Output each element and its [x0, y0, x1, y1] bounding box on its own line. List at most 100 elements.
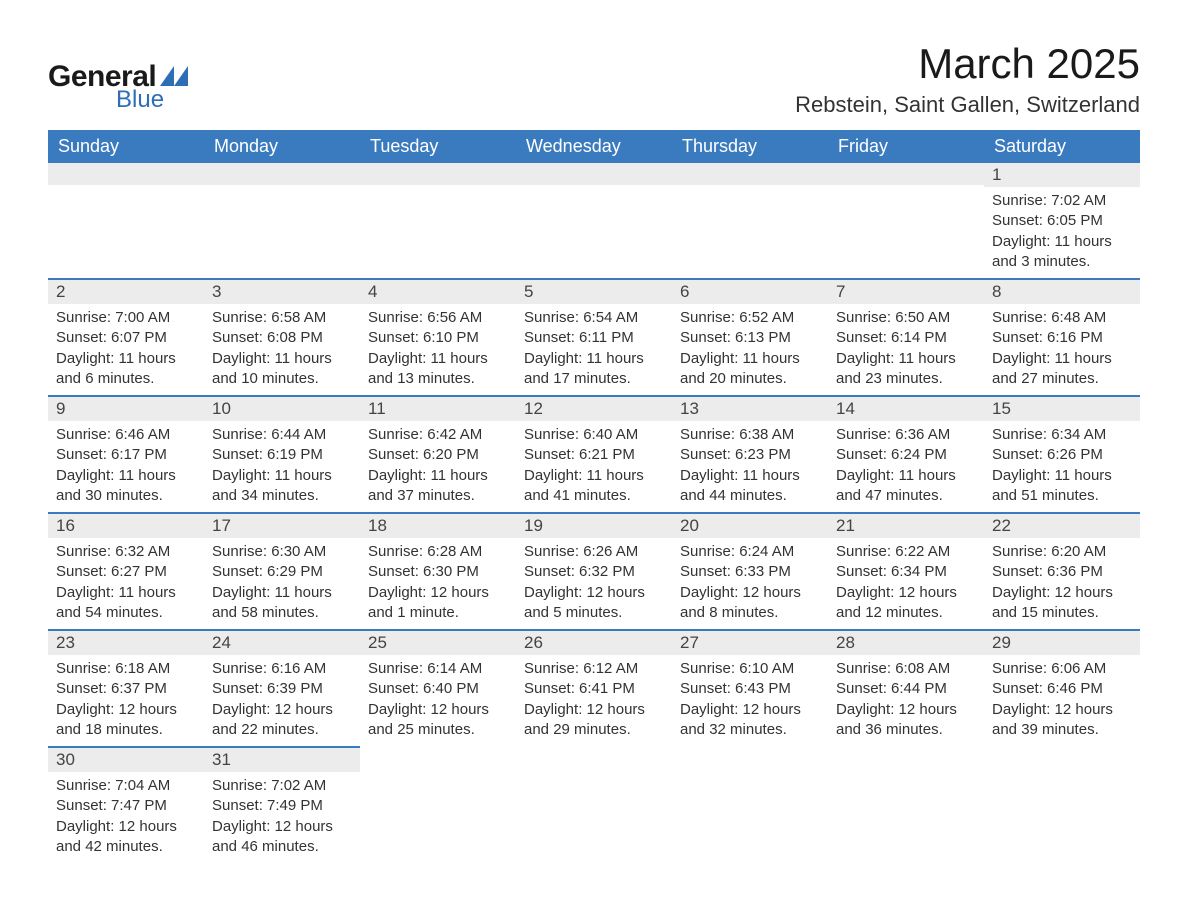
day-detail-line: Sunrise: 7:00 AM [56, 308, 196, 328]
day-number-bar: 22 [984, 512, 1140, 538]
day-detail-line: Sunset: 6:43 PM [680, 679, 820, 699]
calendar-cell [828, 746, 984, 863]
day-detail-line: Daylight: 11 hours [368, 349, 508, 369]
day-number: 30 [56, 750, 75, 769]
day-number-bar: 17 [204, 512, 360, 538]
day-number: 6 [680, 282, 689, 301]
day-number: 14 [836, 399, 855, 418]
day-detail-line: Sunrise: 6:06 AM [992, 659, 1132, 679]
calendar-cell: 23Sunrise: 6:18 AMSunset: 6:37 PMDayligh… [48, 629, 204, 746]
day-detail-line: Sunrise: 6:38 AM [680, 425, 820, 445]
day-number: 20 [680, 516, 699, 535]
day-number-bar: 12 [516, 395, 672, 421]
weekday-header: Saturday [984, 130, 1140, 163]
day-details: Sunrise: 6:16 AMSunset: 6:39 PMDaylight:… [204, 655, 360, 746]
day-number: 25 [368, 633, 387, 652]
day-detail-line: Sunrise: 6:28 AM [368, 542, 508, 562]
calendar-cell: 15Sunrise: 6:34 AMSunset: 6:26 PMDayligh… [984, 395, 1140, 512]
day-detail-line: Daylight: 11 hours [680, 466, 820, 486]
day-detail-line: Daylight: 11 hours [992, 466, 1132, 486]
calendar-cell: 13Sunrise: 6:38 AMSunset: 6:23 PMDayligh… [672, 395, 828, 512]
day-number-bar: 8 [984, 278, 1140, 304]
calendar-week-row: 30Sunrise: 7:04 AMSunset: 7:47 PMDayligh… [48, 746, 1140, 863]
calendar-cell [984, 746, 1140, 863]
day-number: 16 [56, 516, 75, 535]
weekday-header: Tuesday [360, 130, 516, 163]
title-block: March 2025 Rebstein, Saint Gallen, Switz… [795, 40, 1140, 118]
calendar-cell: 18Sunrise: 6:28 AMSunset: 6:30 PMDayligh… [360, 512, 516, 629]
day-detail-line: Sunset: 6:41 PM [524, 679, 664, 699]
day-detail-line: and 18 minutes. [56, 720, 196, 740]
day-detail-line: Sunrise: 6:36 AM [836, 425, 976, 445]
day-detail-line: Daylight: 11 hours [680, 349, 820, 369]
day-detail-line: Sunset: 6:07 PM [56, 328, 196, 348]
day-number-bar: 20 [672, 512, 828, 538]
day-detail-line: Daylight: 12 hours [56, 817, 196, 837]
day-detail-line: Sunset: 6:16 PM [992, 328, 1132, 348]
day-number: 22 [992, 516, 1011, 535]
day-details: Sunrise: 7:02 AMSunset: 7:49 PMDaylight:… [204, 772, 360, 863]
empty-details [204, 185, 360, 276]
day-detail-line: Sunrise: 6:56 AM [368, 308, 508, 328]
day-number: 19 [524, 516, 543, 535]
day-detail-line: Sunrise: 6:22 AM [836, 542, 976, 562]
day-detail-line: Daylight: 12 hours [212, 700, 352, 720]
day-details: Sunrise: 6:10 AMSunset: 6:43 PMDaylight:… [672, 655, 828, 746]
day-detail-line: and 54 minutes. [56, 603, 196, 623]
calendar-cell: 5Sunrise: 6:54 AMSunset: 6:11 PMDaylight… [516, 278, 672, 395]
day-detail-line: Daylight: 12 hours [836, 700, 976, 720]
day-details: Sunrise: 6:40 AMSunset: 6:21 PMDaylight:… [516, 421, 672, 512]
day-detail-line: Sunset: 6:05 PM [992, 211, 1132, 231]
day-detail-line: Daylight: 12 hours [524, 700, 664, 720]
day-detail-line: Daylight: 12 hours [992, 583, 1132, 603]
day-detail-line: and 3 minutes. [992, 252, 1132, 272]
day-detail-line: Daylight: 11 hours [992, 349, 1132, 369]
day-details: Sunrise: 6:46 AMSunset: 6:17 PMDaylight:… [48, 421, 204, 512]
day-detail-line: Sunset: 6:11 PM [524, 328, 664, 348]
weekday-header: Wednesday [516, 130, 672, 163]
day-detail-line: and 47 minutes. [836, 486, 976, 506]
day-detail-line: Sunset: 6:32 PM [524, 562, 664, 582]
day-details: Sunrise: 6:26 AMSunset: 6:32 PMDaylight:… [516, 538, 672, 629]
calendar-cell: 21Sunrise: 6:22 AMSunset: 6:34 PMDayligh… [828, 512, 984, 629]
day-detail-line: and 32 minutes. [680, 720, 820, 740]
calendar-cell: 29Sunrise: 6:06 AMSunset: 6:46 PMDayligh… [984, 629, 1140, 746]
day-number: 15 [992, 399, 1011, 418]
day-details: Sunrise: 6:20 AMSunset: 6:36 PMDaylight:… [984, 538, 1140, 629]
day-details: Sunrise: 6:28 AMSunset: 6:30 PMDaylight:… [360, 538, 516, 629]
day-detail-line: Daylight: 12 hours [836, 583, 976, 603]
day-number: 2 [56, 282, 65, 301]
day-details: Sunrise: 6:06 AMSunset: 6:46 PMDaylight:… [984, 655, 1140, 746]
day-details: Sunrise: 6:42 AMSunset: 6:20 PMDaylight:… [360, 421, 516, 512]
day-detail-line: and 5 minutes. [524, 603, 664, 623]
empty-daybar [672, 163, 828, 185]
day-number-bar: 26 [516, 629, 672, 655]
day-number-bar: 1 [984, 163, 1140, 187]
day-number-bar: 25 [360, 629, 516, 655]
day-detail-line: and 17 minutes. [524, 369, 664, 389]
calendar-cell: 27Sunrise: 6:10 AMSunset: 6:43 PMDayligh… [672, 629, 828, 746]
calendar-cell: 24Sunrise: 6:16 AMSunset: 6:39 PMDayligh… [204, 629, 360, 746]
day-detail-line: Daylight: 12 hours [680, 700, 820, 720]
day-number-bar: 27 [672, 629, 828, 655]
day-detail-line: and 36 minutes. [836, 720, 976, 740]
day-detail-line: Sunset: 6:26 PM [992, 445, 1132, 465]
day-detail-line: and 1 minute. [368, 603, 508, 623]
day-number: 21 [836, 516, 855, 535]
day-detail-line: and 29 minutes. [524, 720, 664, 740]
day-detail-line: Sunset: 6:13 PM [680, 328, 820, 348]
day-detail-line: and 58 minutes. [212, 603, 352, 623]
day-number: 26 [524, 633, 543, 652]
day-details: Sunrise: 6:30 AMSunset: 6:29 PMDaylight:… [204, 538, 360, 629]
day-number: 31 [212, 750, 231, 769]
day-detail-line: Sunset: 6:19 PM [212, 445, 352, 465]
calendar-cell [48, 163, 204, 278]
day-detail-line: and 22 minutes. [212, 720, 352, 740]
day-details: Sunrise: 6:52 AMSunset: 6:13 PMDaylight:… [672, 304, 828, 395]
logo-text-blue: Blue [116, 86, 188, 114]
calendar-cell: 10Sunrise: 6:44 AMSunset: 6:19 PMDayligh… [204, 395, 360, 512]
calendar-cell: 17Sunrise: 6:30 AMSunset: 6:29 PMDayligh… [204, 512, 360, 629]
day-number-bar: 15 [984, 395, 1140, 421]
day-detail-line: Sunrise: 6:54 AM [524, 308, 664, 328]
day-details: Sunrise: 6:58 AMSunset: 6:08 PMDaylight:… [204, 304, 360, 395]
